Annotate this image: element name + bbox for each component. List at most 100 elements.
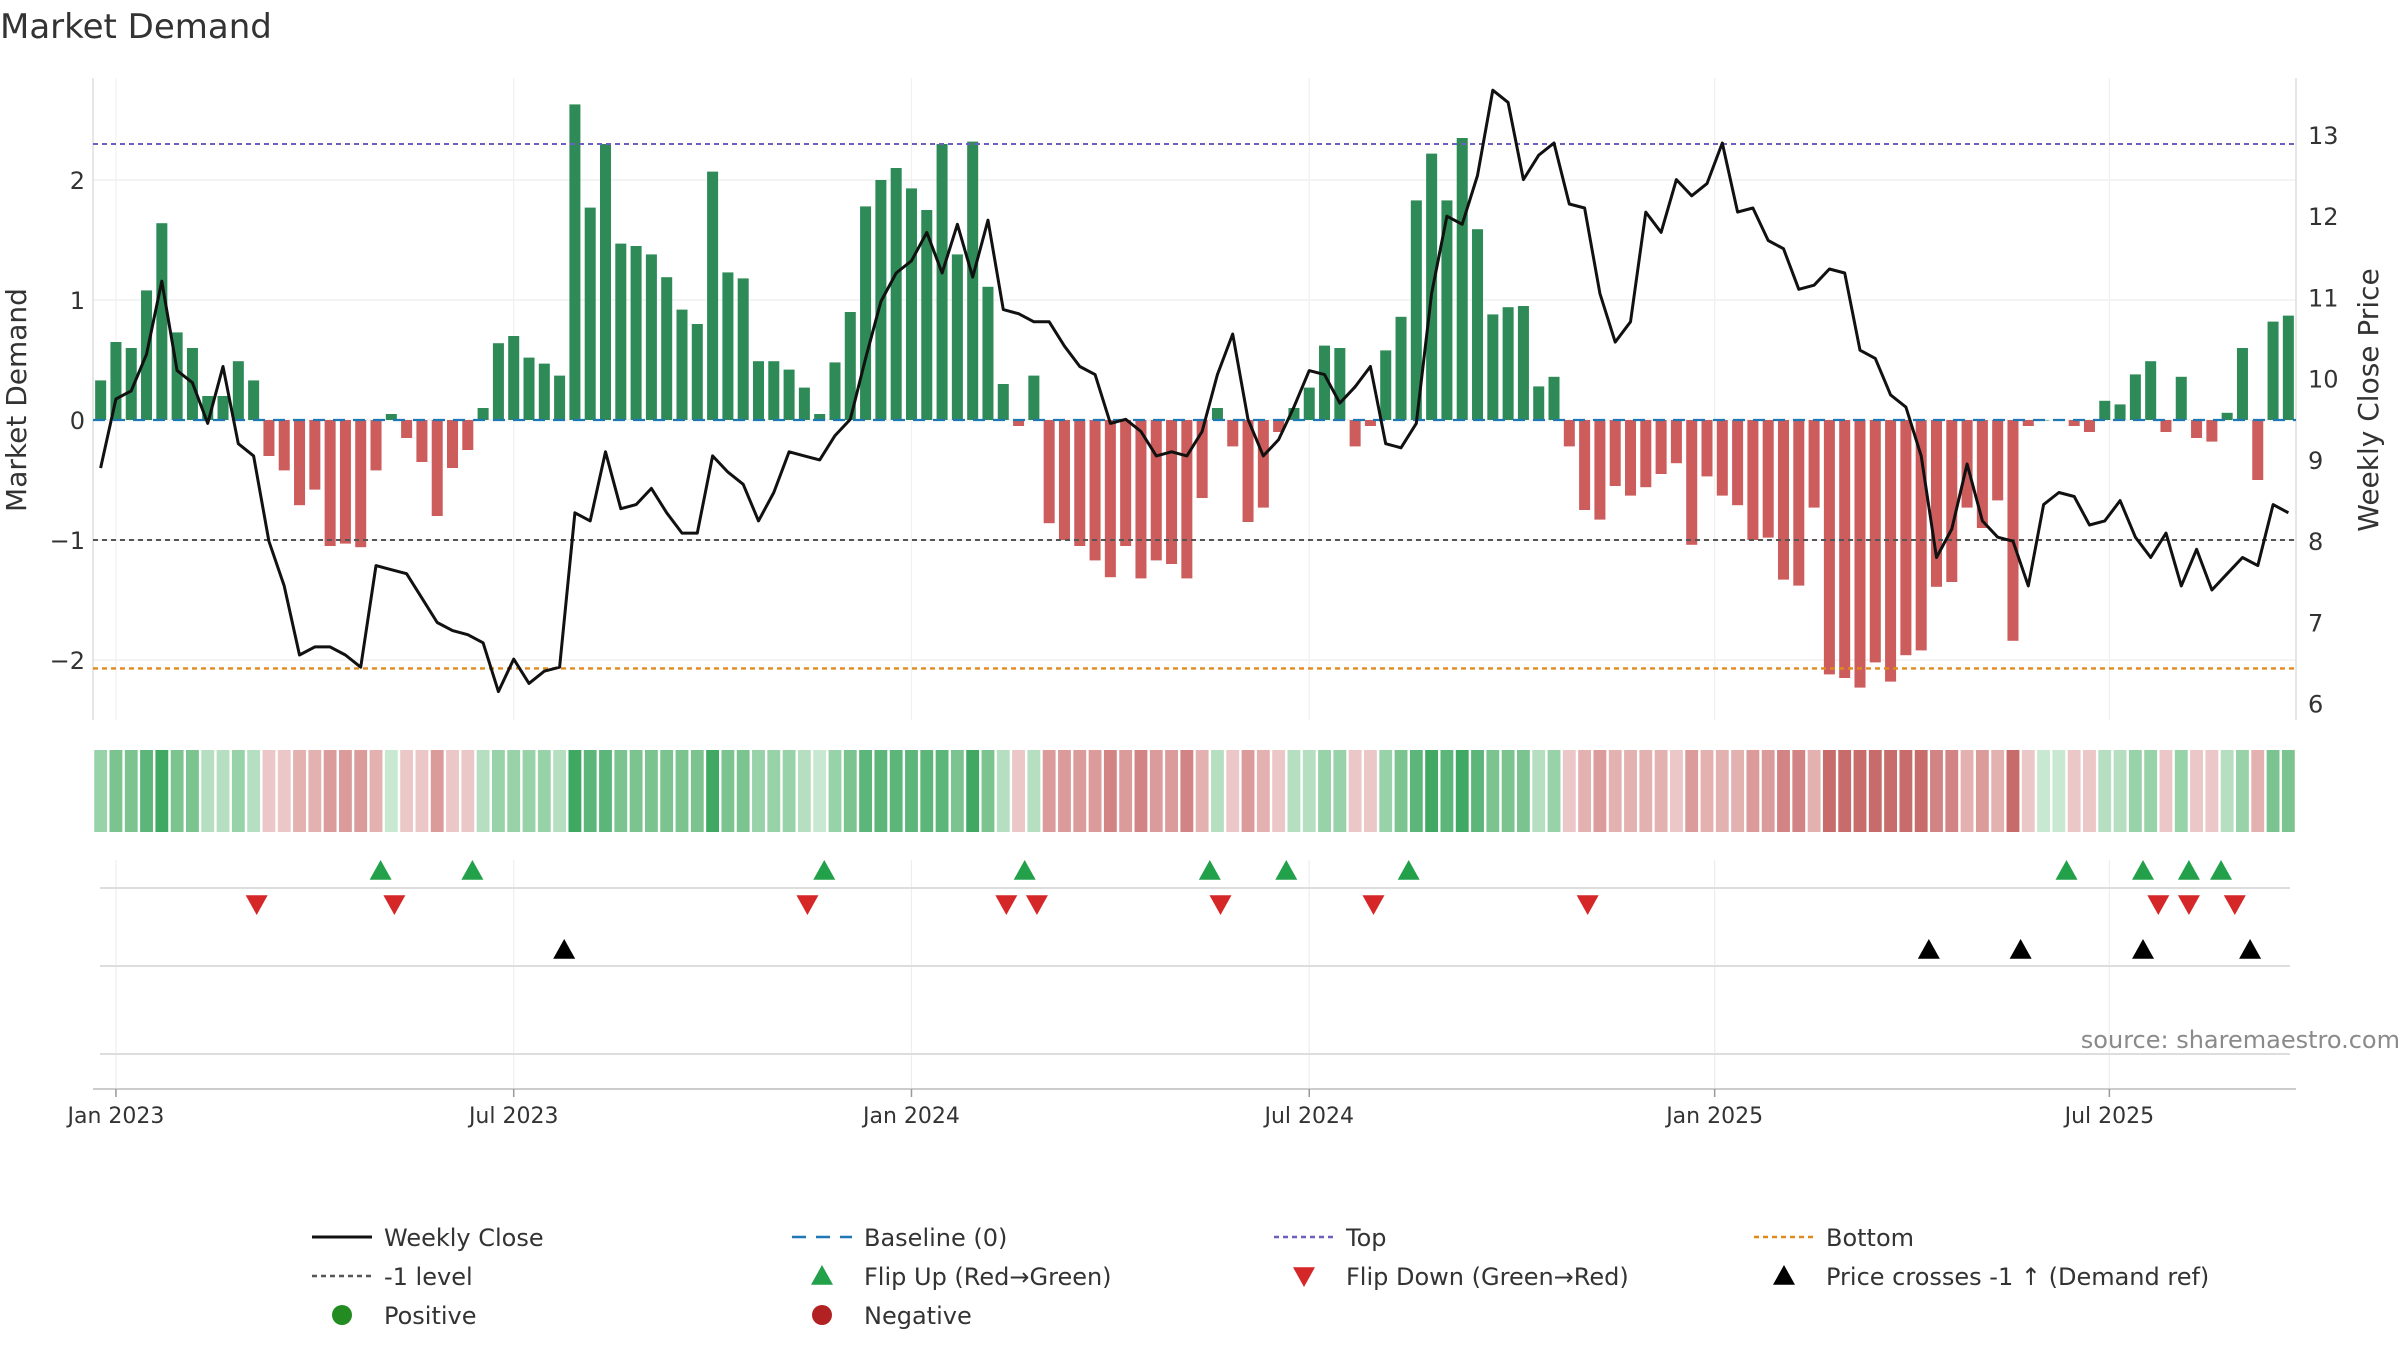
heat-cell bbox=[1501, 750, 1515, 832]
flip-down-marker bbox=[1025, 895, 1048, 915]
y-tick-label: 2 bbox=[70, 167, 85, 195]
heat-cell bbox=[201, 750, 215, 832]
legend-label: -1 level bbox=[384, 1263, 473, 1291]
heat-cell bbox=[843, 750, 857, 832]
heat-cell bbox=[1455, 750, 1469, 832]
y-axis-label: Market Demand bbox=[0, 288, 33, 512]
demand-bars bbox=[95, 104, 2294, 688]
demand-bar bbox=[1655, 420, 1667, 474]
heat-cell bbox=[140, 750, 153, 832]
demand-bar bbox=[1227, 420, 1239, 447]
heat-cell bbox=[1302, 750, 1316, 832]
heat-cell bbox=[1884, 750, 1898, 832]
demand-bar bbox=[2236, 348, 2248, 420]
heat-cell bbox=[1822, 750, 1836, 832]
legend-label: Top bbox=[1345, 1224, 1387, 1252]
heat-cell bbox=[186, 750, 199, 832]
legend-item-minus-one: -1 level bbox=[312, 1263, 473, 1291]
close-line-group bbox=[99, 88, 2290, 694]
flip-up-marker bbox=[2210, 860, 2233, 880]
source-label: source: sharemaestro.com bbox=[2081, 1026, 2400, 1054]
demand-bar bbox=[2099, 400, 2111, 420]
demand-bar bbox=[798, 387, 810, 420]
heat-cell bbox=[690, 750, 704, 832]
demand-bar bbox=[1472, 229, 1484, 420]
demand-bar bbox=[1242, 420, 1254, 522]
demand-bar bbox=[1487, 314, 1499, 420]
heat-cell bbox=[1930, 750, 1943, 832]
heat-cell bbox=[1333, 750, 1347, 832]
demand-bar bbox=[676, 309, 688, 420]
demand-bar bbox=[324, 420, 336, 546]
heat-cell bbox=[1241, 750, 1255, 832]
heat-cell bbox=[1088, 750, 1102, 832]
y-tick-label: −2 bbox=[50, 647, 85, 675]
price-cross-marker bbox=[553, 939, 576, 959]
demand-bar bbox=[1502, 307, 1514, 420]
heat-cell bbox=[2281, 750, 2295, 832]
demand-bar bbox=[1762, 420, 1774, 538]
heat-cell bbox=[1593, 750, 1607, 832]
heat-cell bbox=[507, 750, 521, 832]
flip-down-marker bbox=[383, 895, 406, 915]
demand-bar bbox=[951, 254, 963, 420]
heat-cell bbox=[216, 750, 230, 832]
heat-cell bbox=[614, 750, 628, 832]
demand-bar bbox=[156, 223, 168, 420]
demand-bar bbox=[1349, 420, 1361, 447]
heat-cell bbox=[2190, 750, 2203, 832]
heat-cell bbox=[170, 750, 184, 832]
demand-bar bbox=[1640, 420, 1652, 488]
legend-label: Baseline (0) bbox=[864, 1224, 1007, 1252]
heat-cell bbox=[813, 750, 827, 832]
demand-bar bbox=[1456, 138, 1468, 420]
demand-bar bbox=[1441, 200, 1453, 420]
heat-cell bbox=[2159, 750, 2173, 832]
demand-bar bbox=[737, 278, 749, 420]
demand-bar bbox=[1885, 420, 1897, 682]
heat-cell bbox=[2037, 750, 2050, 832]
demand-bar bbox=[110, 342, 122, 420]
heat-cell bbox=[446, 750, 459, 832]
heat-cell bbox=[950, 750, 964, 832]
heat-cell bbox=[1471, 750, 1484, 832]
demand-bar bbox=[2282, 315, 2294, 420]
flip-up-marker bbox=[2132, 860, 2155, 880]
flip-down-marker bbox=[1576, 895, 1599, 915]
heat-cell bbox=[155, 750, 169, 832]
heat-cell bbox=[1516, 750, 1530, 832]
demand-bar bbox=[263, 420, 275, 456]
demand-bar bbox=[202, 396, 214, 420]
heat-cell bbox=[1838, 750, 1852, 832]
demand-bar bbox=[1563, 420, 1575, 447]
legend: Weekly Close Baseline (0) Top Bottom -1 leve… bbox=[312, 1224, 2209, 1330]
legend-label: Price crosses -1 ↑ (Demand ref) bbox=[1826, 1263, 2209, 1291]
demand-bar bbox=[2068, 420, 2080, 426]
demand-bar bbox=[2083, 420, 2095, 432]
demand-bar bbox=[661, 277, 673, 420]
heat-cell bbox=[1348, 750, 1362, 832]
demand-bar bbox=[2160, 420, 2172, 432]
demand-bar bbox=[1303, 387, 1315, 420]
legend-swatch bbox=[1773, 1265, 1795, 1285]
flip-up-marker bbox=[2055, 860, 2078, 880]
heat-cell bbox=[736, 750, 750, 832]
heat-cell bbox=[874, 750, 888, 832]
legend-item-price-cross: Price crosses -1 ↑ (Demand ref) bbox=[1773, 1263, 2209, 1291]
price-cross-marker bbox=[2009, 939, 2032, 959]
legend-swatch bbox=[332, 1305, 352, 1325]
heat-cell bbox=[1409, 750, 1423, 832]
weekly-close-line bbox=[99, 88, 2290, 694]
legend-label: Flip Up (Red→Green) bbox=[864, 1263, 1112, 1291]
y2-tick-label: 7 bbox=[2308, 609, 2323, 637]
demand-bar bbox=[829, 362, 841, 420]
heat-cell bbox=[415, 750, 429, 832]
heat-cell bbox=[706, 750, 720, 832]
heat-cell bbox=[1226, 750, 1240, 832]
x-tick-label: Jan 2025 bbox=[1664, 1104, 1763, 1129]
demand-bar bbox=[1686, 420, 1698, 545]
heat-cell bbox=[2128, 750, 2142, 832]
heat-cell bbox=[644, 750, 658, 832]
heat-cell bbox=[323, 750, 337, 832]
